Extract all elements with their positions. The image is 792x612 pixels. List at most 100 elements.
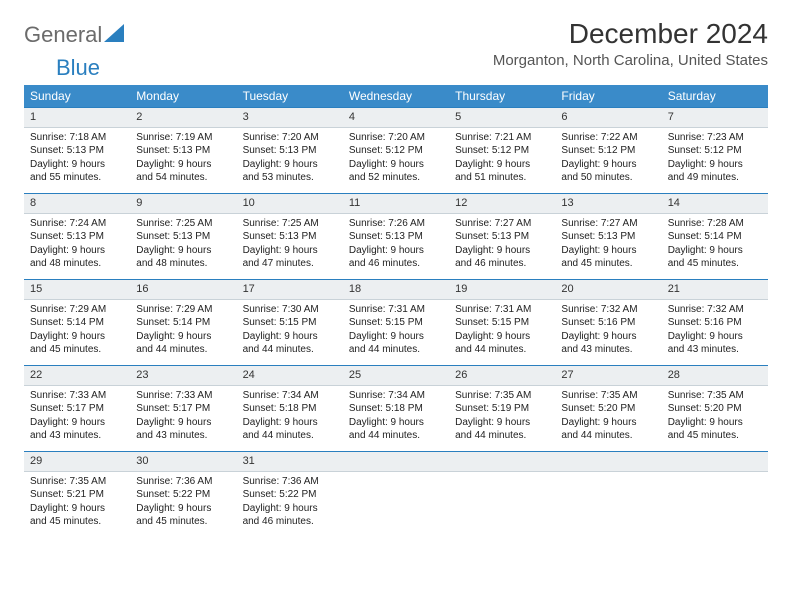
- calendar-table: Sunday Monday Tuesday Wednesday Thursday…: [24, 85, 768, 537]
- day-sunrise: Sunrise: 7:35 AM: [455, 389, 549, 403]
- day-sunrise: Sunrise: 7:21 AM: [455, 131, 549, 145]
- day-number: 30: [130, 451, 236, 472]
- day-daylight: Daylight: 9 hours and 45 minutes.: [30, 502, 124, 529]
- day-body: Sunrise: 7:23 AMSunset: 5:12 PMDaylight:…: [662, 128, 768, 191]
- day-daylight: Daylight: 9 hours and 43 minutes.: [668, 330, 762, 357]
- day-body: Sunrise: 7:34 AMSunset: 5:18 PMDaylight:…: [237, 386, 343, 449]
- calendar-day-cell: 16Sunrise: 7:29 AMSunset: 5:14 PMDayligh…: [130, 279, 236, 365]
- day-body: Sunrise: 7:35 AMSunset: 5:20 PMDaylight:…: [662, 386, 768, 449]
- calendar-day-cell: 26Sunrise: 7:35 AMSunset: 5:19 PMDayligh…: [449, 365, 555, 451]
- day-sunrise: Sunrise: 7:24 AM: [30, 217, 124, 231]
- day-body: Sunrise: 7:21 AMSunset: 5:12 PMDaylight:…: [449, 128, 555, 191]
- day-sunrise: Sunrise: 7:35 AM: [668, 389, 762, 403]
- day-sunrise: Sunrise: 7:31 AM: [455, 303, 549, 317]
- day-daylight: Daylight: 9 hours and 46 minutes.: [243, 502, 337, 529]
- weekday-header-row: Sunday Monday Tuesday Wednesday Thursday…: [24, 85, 768, 107]
- day-sunrise: Sunrise: 7:32 AM: [668, 303, 762, 317]
- day-sunset: Sunset: 5:16 PM: [668, 316, 762, 330]
- day-sunrise: Sunrise: 7:33 AM: [136, 389, 230, 403]
- day-body: Sunrise: 7:32 AMSunset: 5:16 PMDaylight:…: [662, 300, 768, 363]
- day-number: [343, 451, 449, 472]
- weekday-header: Sunday: [24, 85, 130, 107]
- day-daylight: Daylight: 9 hours and 43 minutes.: [136, 416, 230, 443]
- calendar-week-row: 1Sunrise: 7:18 AMSunset: 5:13 PMDaylight…: [24, 107, 768, 193]
- day-daylight: Daylight: 9 hours and 44 minutes.: [136, 330, 230, 357]
- day-daylight: Daylight: 9 hours and 45 minutes.: [136, 502, 230, 529]
- day-sunset: Sunset: 5:16 PM: [561, 316, 655, 330]
- day-sunrise: Sunrise: 7:27 AM: [561, 217, 655, 231]
- calendar-day-cell: 12Sunrise: 7:27 AMSunset: 5:13 PMDayligh…: [449, 193, 555, 279]
- day-body: Sunrise: 7:25 AMSunset: 5:13 PMDaylight:…: [237, 214, 343, 277]
- day-daylight: Daylight: 9 hours and 45 minutes.: [668, 244, 762, 271]
- day-sunrise: Sunrise: 7:34 AM: [243, 389, 337, 403]
- day-body: Sunrise: 7:35 AMSunset: 5:21 PMDaylight:…: [24, 472, 130, 535]
- day-sunset: Sunset: 5:13 PM: [243, 230, 337, 244]
- calendar-day-cell: 3Sunrise: 7:20 AMSunset: 5:13 PMDaylight…: [237, 107, 343, 193]
- calendar-body: 1Sunrise: 7:18 AMSunset: 5:13 PMDaylight…: [24, 107, 768, 537]
- calendar-day-cell: 27Sunrise: 7:35 AMSunset: 5:20 PMDayligh…: [555, 365, 661, 451]
- day-sunset: Sunset: 5:13 PM: [455, 230, 549, 244]
- day-sunrise: Sunrise: 7:27 AM: [455, 217, 549, 231]
- day-sunrise: Sunrise: 7:36 AM: [136, 475, 230, 489]
- day-number: 19: [449, 279, 555, 300]
- calendar-day-cell: 1Sunrise: 7:18 AMSunset: 5:13 PMDaylight…: [24, 107, 130, 193]
- day-sunrise: Sunrise: 7:31 AM: [349, 303, 443, 317]
- day-daylight: Daylight: 9 hours and 55 minutes.: [30, 158, 124, 185]
- day-daylight: Daylight: 9 hours and 52 minutes.: [349, 158, 443, 185]
- day-body: Sunrise: 7:20 AMSunset: 5:12 PMDaylight:…: [343, 128, 449, 191]
- day-body: Sunrise: 7:30 AMSunset: 5:15 PMDaylight:…: [237, 300, 343, 363]
- day-body: [343, 472, 449, 481]
- day-sunset: Sunset: 5:15 PM: [349, 316, 443, 330]
- day-daylight: Daylight: 9 hours and 44 minutes.: [455, 330, 549, 357]
- day-daylight: Daylight: 9 hours and 44 minutes.: [243, 330, 337, 357]
- day-number: 26: [449, 365, 555, 386]
- day-number: 10: [237, 193, 343, 214]
- day-sunset: Sunset: 5:12 PM: [349, 144, 443, 158]
- day-body: Sunrise: 7:35 AMSunset: 5:20 PMDaylight:…: [555, 386, 661, 449]
- day-sunrise: Sunrise: 7:20 AM: [243, 131, 337, 145]
- day-sunset: Sunset: 5:12 PM: [455, 144, 549, 158]
- day-number: 21: [662, 279, 768, 300]
- calendar-week-row: 15Sunrise: 7:29 AMSunset: 5:14 PMDayligh…: [24, 279, 768, 365]
- calendar-day-cell: 2Sunrise: 7:19 AMSunset: 5:13 PMDaylight…: [130, 107, 236, 193]
- weekday-header: Friday: [555, 85, 661, 107]
- calendar-day-cell: 9Sunrise: 7:25 AMSunset: 5:13 PMDaylight…: [130, 193, 236, 279]
- calendar-day-cell: [449, 451, 555, 537]
- day-body: Sunrise: 7:31 AMSunset: 5:15 PMDaylight:…: [449, 300, 555, 363]
- calendar-day-cell: 18Sunrise: 7:31 AMSunset: 5:15 PMDayligh…: [343, 279, 449, 365]
- day-number: 22: [24, 365, 130, 386]
- day-number: 2: [130, 107, 236, 128]
- calendar-week-row: 8Sunrise: 7:24 AMSunset: 5:13 PMDaylight…: [24, 193, 768, 279]
- day-sunrise: Sunrise: 7:34 AM: [349, 389, 443, 403]
- weekday-header: Saturday: [662, 85, 768, 107]
- day-body: Sunrise: 7:24 AMSunset: 5:13 PMDaylight:…: [24, 214, 130, 277]
- day-daylight: Daylight: 9 hours and 45 minutes.: [30, 330, 124, 357]
- weekday-header: Monday: [130, 85, 236, 107]
- calendar-day-cell: 31Sunrise: 7:36 AMSunset: 5:22 PMDayligh…: [237, 451, 343, 537]
- day-number: 31: [237, 451, 343, 472]
- day-daylight: Daylight: 9 hours and 48 minutes.: [136, 244, 230, 271]
- calendar-day-cell: 21Sunrise: 7:32 AMSunset: 5:16 PMDayligh…: [662, 279, 768, 365]
- day-sunset: Sunset: 5:14 PM: [668, 230, 762, 244]
- calendar-day-cell: 15Sunrise: 7:29 AMSunset: 5:14 PMDayligh…: [24, 279, 130, 365]
- day-daylight: Daylight: 9 hours and 48 minutes.: [30, 244, 124, 271]
- day-number: 8: [24, 193, 130, 214]
- day-sunrise: Sunrise: 7:19 AM: [136, 131, 230, 145]
- brand-part2: Blue: [56, 55, 100, 80]
- day-body: Sunrise: 7:34 AMSunset: 5:18 PMDaylight:…: [343, 386, 449, 449]
- day-body: Sunrise: 7:36 AMSunset: 5:22 PMDaylight:…: [237, 472, 343, 535]
- day-body: Sunrise: 7:25 AMSunset: 5:13 PMDaylight:…: [130, 214, 236, 277]
- calendar-day-cell: 5Sunrise: 7:21 AMSunset: 5:12 PMDaylight…: [449, 107, 555, 193]
- day-sunrise: Sunrise: 7:25 AM: [136, 217, 230, 231]
- day-sunrise: Sunrise: 7:35 AM: [561, 389, 655, 403]
- day-sunset: Sunset: 5:17 PM: [30, 402, 124, 416]
- calendar-day-cell: 28Sunrise: 7:35 AMSunset: 5:20 PMDayligh…: [662, 365, 768, 451]
- day-number: 23: [130, 365, 236, 386]
- calendar-day-cell: 20Sunrise: 7:32 AMSunset: 5:16 PMDayligh…: [555, 279, 661, 365]
- calendar-day-cell: 11Sunrise: 7:26 AMSunset: 5:13 PMDayligh…: [343, 193, 449, 279]
- day-number: 5: [449, 107, 555, 128]
- day-daylight: Daylight: 9 hours and 43 minutes.: [561, 330, 655, 357]
- day-daylight: Daylight: 9 hours and 45 minutes.: [668, 416, 762, 443]
- day-number: 24: [237, 365, 343, 386]
- calendar-day-cell: 30Sunrise: 7:36 AMSunset: 5:22 PMDayligh…: [130, 451, 236, 537]
